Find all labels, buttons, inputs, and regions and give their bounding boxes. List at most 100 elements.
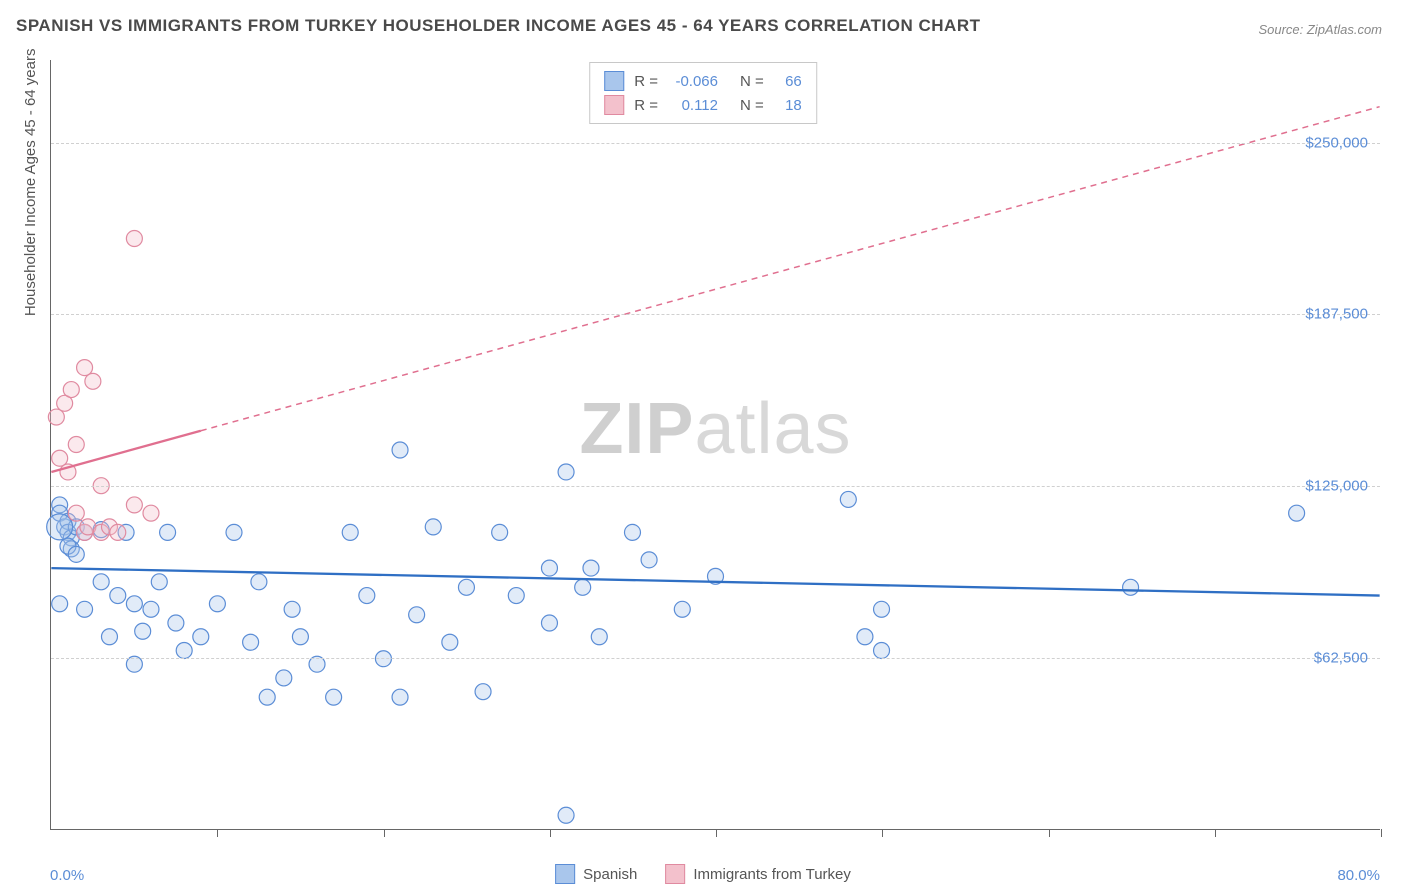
y-axis-title: Householder Income Ages 45 - 64 years — [22, 49, 39, 317]
data-point — [151, 574, 167, 590]
stats-n-value: 18 — [774, 97, 802, 114]
data-point — [392, 442, 408, 458]
gridline-h — [51, 658, 1380, 659]
legend-swatch — [555, 864, 575, 884]
data-point — [558, 807, 574, 823]
stats-r-value: 0.112 — [668, 97, 718, 114]
data-point — [541, 560, 557, 576]
data-point — [641, 552, 657, 568]
data-point — [1123, 579, 1139, 595]
data-point — [68, 546, 84, 562]
data-point-large — [47, 514, 73, 540]
data-point — [840, 491, 856, 507]
source-label: Source: ZipAtlas.com — [1258, 22, 1382, 37]
data-point — [176, 642, 192, 658]
data-point — [326, 689, 342, 705]
stats-n-label: N = — [740, 97, 764, 114]
legend-swatch — [604, 95, 624, 115]
data-point — [409, 607, 425, 623]
data-point — [575, 579, 591, 595]
stats-n-label: N = — [740, 73, 764, 90]
data-point — [209, 596, 225, 612]
data-point — [143, 601, 159, 617]
scatter-plot-svg — [51, 60, 1380, 829]
chart-title: SPANISH VS IMMIGRANTS FROM TURKEY HOUSEH… — [16, 16, 980, 36]
data-point — [126, 497, 142, 513]
data-point — [591, 629, 607, 645]
data-point — [442, 634, 458, 650]
data-point — [874, 642, 890, 658]
data-point — [126, 596, 142, 612]
data-point — [392, 689, 408, 705]
data-point — [1289, 505, 1305, 521]
stats-row: R = 0.112 N = 18 — [604, 93, 802, 117]
data-point — [160, 524, 176, 540]
data-point — [284, 601, 300, 617]
stats-r-value: -0.066 — [668, 73, 718, 90]
data-point — [63, 382, 79, 398]
data-point — [168, 615, 184, 631]
gridline-h — [51, 486, 1380, 487]
plot-area: ZIPatlas $62,500$125,000$187,500$250,000 — [50, 60, 1380, 830]
data-point — [359, 588, 375, 604]
data-point — [475, 684, 491, 700]
y-tick-label: $250,000 — [1305, 134, 1368, 151]
data-point — [143, 505, 159, 521]
data-point — [226, 524, 242, 540]
data-point — [674, 601, 690, 617]
x-tick — [1381, 829, 1382, 837]
x-tick — [384, 829, 385, 837]
gridline-h — [51, 314, 1380, 315]
stats-n-value: 66 — [774, 73, 802, 90]
data-point — [558, 464, 574, 480]
x-tick — [882, 829, 883, 837]
legend-label: Spanish — [583, 866, 637, 883]
stats-r-label: R = — [634, 97, 658, 114]
x-tick — [1215, 829, 1216, 837]
data-point — [101, 629, 117, 645]
data-point — [458, 579, 474, 595]
data-point — [857, 629, 873, 645]
data-point — [93, 574, 109, 590]
x-tick — [550, 829, 551, 837]
x-axis-max-label: 80.0% — [1337, 867, 1380, 884]
bottom-legend: Spanish Immigrants from Turkey — [555, 864, 851, 884]
trendline-dashed — [201, 107, 1380, 431]
data-point — [52, 596, 68, 612]
data-point — [342, 524, 358, 540]
data-point — [583, 560, 599, 576]
x-tick — [217, 829, 218, 837]
stats-r-label: R = — [634, 73, 658, 90]
gridline-h — [51, 143, 1380, 144]
legend-swatch — [665, 864, 685, 884]
data-point — [126, 231, 142, 247]
data-point — [292, 629, 308, 645]
y-tick-label: $62,500 — [1314, 650, 1368, 667]
data-point — [541, 615, 557, 631]
data-point — [68, 437, 84, 453]
data-point — [193, 629, 209, 645]
x-tick — [1049, 829, 1050, 837]
x-axis-min-label: 0.0% — [50, 867, 84, 884]
legend-item: Immigrants from Turkey — [665, 864, 851, 884]
data-point — [110, 524, 126, 540]
data-point — [874, 601, 890, 617]
y-tick-label: $187,500 — [1305, 306, 1368, 323]
stats-row: R = -0.066 N = 66 — [604, 69, 802, 93]
data-point — [508, 588, 524, 604]
data-point — [85, 373, 101, 389]
stats-legend: R = -0.066 N = 66 R = 0.112 N = 18 — [589, 62, 817, 124]
x-tick — [716, 829, 717, 837]
data-point — [624, 524, 640, 540]
data-point — [77, 601, 93, 617]
data-point — [276, 670, 292, 686]
legend-label: Immigrants from Turkey — [693, 866, 851, 883]
data-point — [110, 588, 126, 604]
data-point — [259, 689, 275, 705]
data-point — [243, 634, 259, 650]
data-point — [425, 519, 441, 535]
data-point — [68, 505, 84, 521]
data-point — [251, 574, 267, 590]
legend-item: Spanish — [555, 864, 637, 884]
data-point — [135, 623, 151, 639]
